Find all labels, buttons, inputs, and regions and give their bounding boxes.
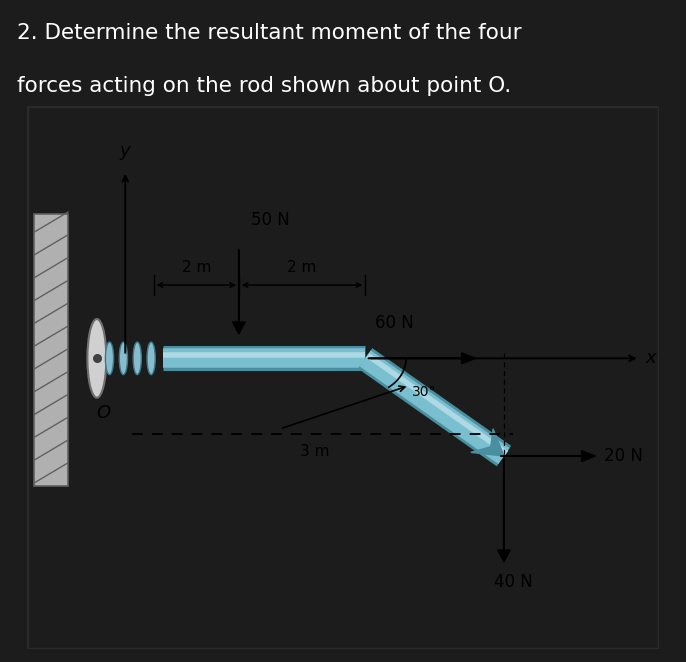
Text: 2. Determine the resultant moment of the four: 2. Determine the resultant moment of the… xyxy=(17,23,522,43)
FancyBboxPatch shape xyxy=(34,214,69,486)
Ellipse shape xyxy=(147,342,155,375)
Text: 20 N: 20 N xyxy=(604,447,643,465)
Text: 2 m: 2 m xyxy=(287,260,317,275)
Text: 60 N: 60 N xyxy=(375,314,413,332)
FancyArrow shape xyxy=(233,250,245,334)
FancyArrow shape xyxy=(368,353,475,364)
Ellipse shape xyxy=(119,342,128,375)
Polygon shape xyxy=(471,429,504,456)
Text: x: x xyxy=(646,350,657,367)
Text: 30°: 30° xyxy=(412,385,437,399)
FancyArrow shape xyxy=(497,459,510,562)
Text: O: O xyxy=(96,404,110,422)
Text: 3 m: 3 m xyxy=(300,444,329,459)
Text: 50 N: 50 N xyxy=(252,211,290,229)
Text: 2 m: 2 m xyxy=(182,260,211,275)
Ellipse shape xyxy=(133,342,141,375)
Text: 40 N: 40 N xyxy=(494,573,533,591)
Text: forces acting on the rod shown about point O.: forces acting on the rod shown about poi… xyxy=(17,76,511,96)
Ellipse shape xyxy=(87,319,106,398)
Ellipse shape xyxy=(106,342,114,375)
FancyArrow shape xyxy=(501,451,595,461)
Text: y: y xyxy=(120,142,130,160)
